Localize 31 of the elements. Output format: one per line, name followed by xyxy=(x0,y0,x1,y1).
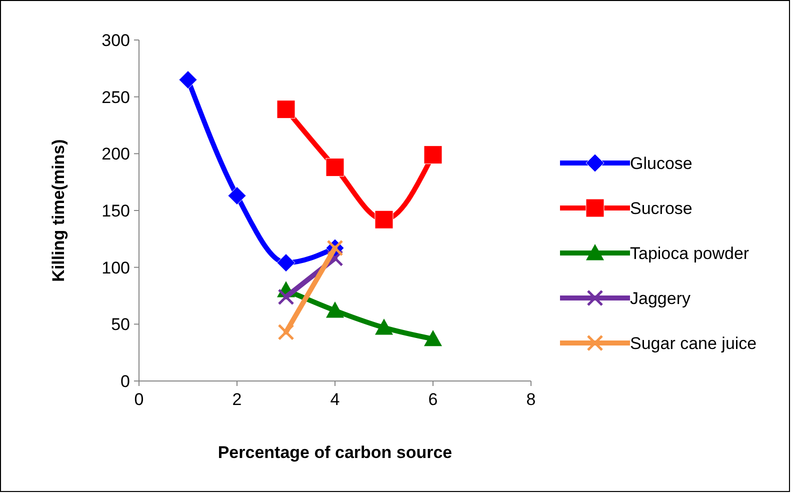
y-tick-label: 150 xyxy=(102,201,130,220)
point xyxy=(374,210,394,229)
x-tick-label: 4 xyxy=(330,390,340,409)
point xyxy=(424,146,442,164)
point xyxy=(276,254,296,272)
point xyxy=(278,324,294,340)
y-tick-label: 0 xyxy=(120,372,130,391)
y-tick-label: 50 xyxy=(111,315,130,334)
y-axis-title: Killing time(mins) xyxy=(49,139,68,282)
x-tick-label: 0 xyxy=(134,390,144,409)
point xyxy=(278,288,294,306)
point xyxy=(326,302,344,318)
point xyxy=(228,186,246,205)
legend-label: Glucose xyxy=(630,154,692,173)
legend-label: Sugar cane juice xyxy=(630,334,757,353)
point xyxy=(424,330,442,346)
x-axis-title: Percentage of carbon source xyxy=(218,443,452,462)
x-tick-label: 8 xyxy=(526,390,536,409)
y-tick-label: 100 xyxy=(102,258,130,278)
point xyxy=(326,158,344,177)
point xyxy=(276,100,296,119)
y-tick-label: 300 xyxy=(102,30,130,50)
y-tick-label: 250 xyxy=(102,88,130,107)
x-tick-label: 2 xyxy=(232,390,242,409)
point xyxy=(178,70,198,90)
legend-label: Tapioca powder xyxy=(630,244,750,263)
legend-label: Jaggery xyxy=(630,288,691,308)
legend-label: Sucrose xyxy=(630,198,692,218)
x-tick-label: 6 xyxy=(428,390,438,409)
point xyxy=(375,318,393,335)
y-tick-label: 200 xyxy=(102,144,130,164)
